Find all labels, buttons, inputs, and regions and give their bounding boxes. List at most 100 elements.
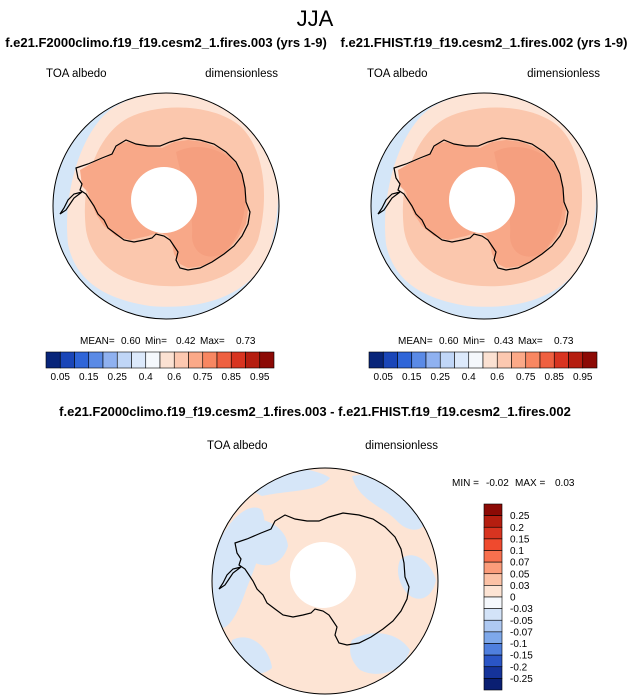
diff-colorbar-tick-label: -0.25 [510,674,533,685]
panel-2-colorbar-box [539,351,555,369]
panel-1-colorbar-box [131,351,147,369]
panel-2-colorbar-tick-label: 0.85 [545,372,565,383]
panel-2-colorbar-tick-label: 0.75 [516,372,536,383]
panel-1: f.e21.F2000climo.f19_f19.cesm2_1.fires.0… [5,35,327,383]
diff-colorbar-box [483,550,503,563]
diff-colorbar-tick-label: 0.2 [510,523,524,534]
panel-1-colorbar-box [102,351,118,369]
diff-colorbar-box [483,503,503,516]
panel-1-max-label: Max= [200,336,225,347]
panel-1-polar-night [131,167,197,233]
diff-colorbar-box [483,538,503,551]
panel-2-colorbar-box [468,351,484,369]
diff-negative-patch [352,474,426,530]
diff-map-border [211,467,439,695]
diff-min-value: -0.02 [486,478,509,489]
panel-2-colorbar-box [411,351,427,369]
panel-2-colorbar-tick-label: 0.15 [402,372,422,383]
diff-colorbar-tick-label: -0.07 [510,627,533,638]
diff-colorbar-box [483,573,503,586]
diff-panel: f.e21.F2000climo.f19_f19.cesm2_1.fires.0… [59,404,575,695]
panel-2-colorbar: 0.05 0.15 0.25 0.4 0.6 0.75 0.85 0.95 [368,351,598,383]
diff-polar-night [290,542,356,608]
panel-2-colorbar-tick-label: 0.4 [462,372,476,383]
diff-negative-patch [350,633,410,674]
panel-1-colorbar-tick-label: 0.6 [167,372,181,383]
diff-colorbar-tick-label: 0.07 [510,558,530,569]
diff-colorbar-box [483,585,503,598]
panel-1-stats: MEAN= 0.60 Min= 0.42 Max= 0.73 [80,336,256,347]
panel-2-max-label: Max= [518,336,543,347]
panel-1-max-value: 0.73 [236,336,256,347]
diff-panel-stats: MIN = -0.02 MAX = 0.03 [452,478,575,489]
diff-colorbar-box [483,608,503,621]
panel-2-colorbar-box [553,351,569,369]
panel-2-colorbar-box [568,351,584,369]
panel-1-colorbar-box [259,351,275,369]
panel-2-colorbar-box [582,351,598,369]
panel-2-colorbar-tick-label: 0.6 [490,372,504,383]
diff-colorbar-tick-label: -0.15 [510,651,533,662]
panel-2-mean-label: MEAN= [398,336,433,347]
diff-colorbar-box [483,561,503,575]
panel-1-colorbar-box [145,351,161,369]
panel-1-colorbar-box [230,351,246,369]
panel-1-colorbar-box [216,351,232,369]
panel-1-mean-value: 0.60 [121,336,141,347]
diff-colorbar-tick-label: 0.03 [510,581,530,592]
diff-panel-units-label: dimensionless [365,440,438,452]
panel-2-colorbar-box [482,351,498,369]
diff-negative-patch [398,555,436,599]
diff-colorbar: 0.250.20.150.10.070.050.030-0.03-0.05-0.… [483,503,533,691]
panel-2-colorbar-box [511,351,527,369]
panel-1-colorbar-tick-label: 0.95 [250,372,270,383]
diff-colorbar-box [483,631,503,644]
diff-colorbar-tick-label: -0.05 [510,616,533,627]
diff-colorbar-tick-label: 0.05 [510,569,530,580]
panel-2-colorbar-box [525,351,541,369]
panel-2-colorbar-box [425,351,441,369]
diff-colorbar-box [483,678,503,691]
panel-2-colorbar-tick-label: 0.95 [573,372,593,383]
panel-2-colorbar-box [382,351,398,369]
panel-2-variable-label: TOA albedo [367,68,428,80]
panel-1-colorbar-box [245,351,261,369]
panel-1-map [52,92,280,320]
diff-colorbar-tick-label: -0.2 [510,662,528,673]
panel-1-mean-label: MEAN= [80,336,115,347]
diff-negative-patch [237,518,288,566]
panel-1-min-value: 0.42 [176,336,196,347]
panel-1-colorbar-tick-label: 0.25 [108,372,128,383]
panel-2-colorbar-box [439,351,455,369]
panel-1-units-label: dimensionless [205,68,278,80]
panel-1-colorbar-tick-label: 0.85 [222,372,242,383]
panel-1-colorbar-tick-label: 0.75 [193,372,213,383]
figure-title: JJA [297,6,334,31]
diff-max-value: 0.03 [555,478,575,489]
diff-colorbar-box [483,666,503,679]
panel-2-colorbar-box [496,351,512,369]
diff-panel-variable-label: TOA albedo [207,440,268,452]
panel-2-polar-night [449,167,515,233]
panel-1-colorbar-box [159,351,175,369]
diff-colorbar-tick-label: 0.15 [510,534,530,545]
panel-1-map-border [52,92,280,320]
panel-1-colorbar-tick-label: 0.05 [51,372,71,383]
panel-1-variable-label: TOA albedo [46,68,107,80]
diff-min-label: MIN = [452,478,479,489]
panel-1-case-name: f.e21.F2000climo.f19_f19.cesm2_1.fires.0… [5,35,327,50]
panel-2-map-border [370,92,598,320]
panel-2-ice-sheet-inner [494,146,564,257]
panel-1-colorbar-box [59,351,75,369]
panel-1-colorbar-tick-label: 0.4 [139,372,153,383]
diff-colorbar-box [483,515,503,528]
diff-panel-title: f.e21.F2000climo.f19_f19.cesm2_1.fires.0… [59,404,571,419]
panel-2-map [370,92,598,320]
diff-colorbar-tick-label: 0.1 [510,546,524,557]
diff-colorbar-box [483,654,503,668]
diff-colorbar-tick-label: 0.25 [510,511,530,522]
panel-1-colorbar-tick-label: 0.15 [79,372,99,383]
panel-1-colorbar: 0.05 0.15 0.25 0.4 0.6 0.75 0.85 0.95 [45,351,275,383]
diff-panel-map [211,467,439,695]
